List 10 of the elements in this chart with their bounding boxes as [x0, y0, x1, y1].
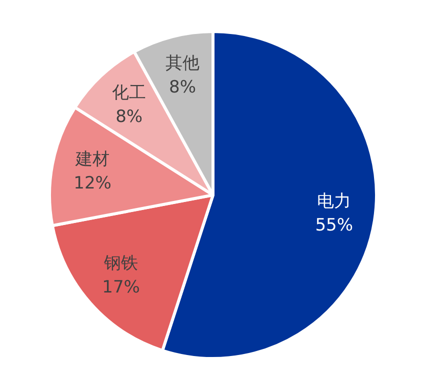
slice-label: 化工	[112, 83, 146, 104]
slice-label: 其他	[166, 54, 200, 74]
data-label: 12%	[74, 173, 112, 194]
data-label: 55%	[315, 216, 354, 236]
slice-label: 建材	[74, 149, 110, 170]
slice-label: 钢铁	[103, 254, 138, 274]
data-label: 8%	[169, 78, 196, 98]
data-label: 17%	[102, 278, 140, 298]
slice-label: 电力	[317, 192, 352, 212]
data-label: 8%	[116, 107, 143, 128]
